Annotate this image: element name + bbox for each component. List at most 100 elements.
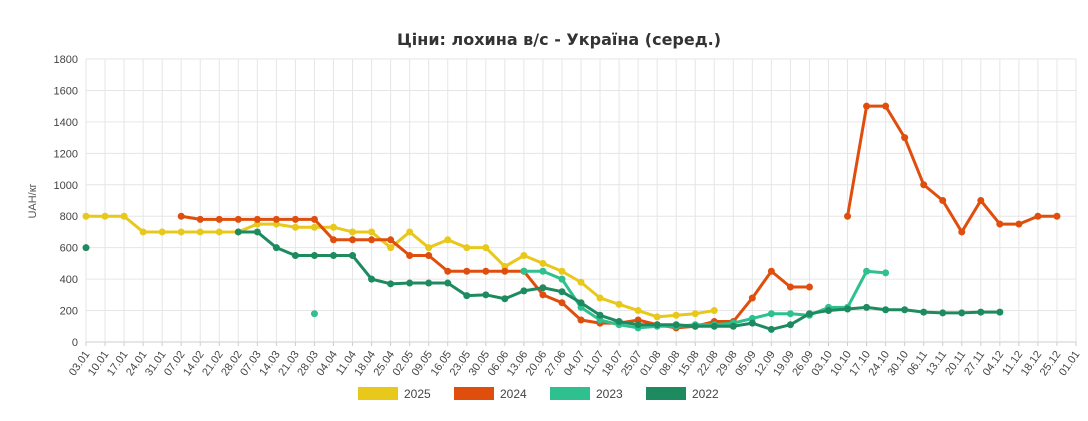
data-point-2022[interactable] [691,322,699,330]
data-point-2024[interactable] [539,291,547,299]
data-point-2023[interactable] [786,310,794,318]
data-point-2025[interactable] [672,311,680,319]
data-point-2023[interactable] [310,310,318,318]
data-point-2025[interactable] [596,294,604,302]
data-point-2025[interactable] [158,228,166,236]
data-point-2022[interactable] [539,284,547,292]
data-point-2024[interactable] [1053,212,1061,220]
data-point-2024[interactable] [748,294,756,302]
legend-item-2023[interactable]: 2023 [550,387,623,401]
legend-item-2025[interactable]: 2025 [358,387,431,401]
data-point-2022[interactable] [767,325,775,333]
data-point-2025[interactable] [653,313,661,321]
data-point-2022[interactable] [634,321,642,329]
data-point-2024[interactable] [977,197,985,204]
data-point-2022[interactable] [482,291,490,299]
data-point-2025[interactable] [82,212,90,220]
data-point-2022[interactable] [444,279,452,287]
data-point-2025[interactable] [444,236,452,244]
data-point-2024[interactable] [330,236,337,244]
data-point-2025[interactable] [215,228,223,236]
data-point-2024[interactable] [901,134,909,142]
data-point-2024[interactable] [272,215,280,223]
data-point-2025[interactable] [310,223,318,231]
data-point-2024[interactable] [863,102,871,110]
data-point-2024[interactable] [1015,220,1023,228]
data-point-2022[interactable] [330,252,337,260]
data-point-2022[interactable] [996,308,1004,316]
data-point-2022[interactable] [901,306,909,314]
data-point-2024[interactable] [234,215,242,223]
data-point-2025[interactable] [710,307,718,315]
data-point-2025[interactable] [120,212,128,220]
data-point-2024[interactable] [786,283,794,291]
data-point-2022[interactable] [291,252,299,260]
data-point-2024[interactable] [215,215,223,223]
data-point-2022[interactable] [805,310,813,318]
data-point-2025[interactable] [330,223,337,231]
data-point-2023[interactable] [767,310,775,318]
data-point-2022[interactable] [729,322,737,330]
legend-item-2024[interactable]: 2024 [454,387,527,401]
data-point-2022[interactable] [577,299,585,307]
data-point-2024[interactable] [387,236,395,244]
data-point-2025[interactable] [615,300,623,308]
data-point-2025[interactable] [291,223,299,231]
data-point-2024[interactable] [501,267,509,275]
data-point-2022[interactable] [463,292,471,300]
data-point-2024[interactable] [958,228,966,236]
data-point-2025[interactable] [177,228,185,236]
data-point-2022[interactable] [786,321,794,329]
data-point-2025[interactable] [691,310,699,318]
data-point-2022[interactable] [501,295,509,303]
data-point-2024[interactable] [177,212,185,220]
legend-item-2022[interactable]: 2022 [646,387,719,401]
data-point-2025[interactable] [349,228,357,236]
data-point-2022[interactable] [368,275,376,283]
data-point-2022[interactable] [920,308,928,316]
data-point-2023[interactable] [520,267,528,275]
data-point-2024[interactable] [253,215,261,223]
data-point-2022[interactable] [406,279,414,287]
data-point-2025[interactable] [196,228,204,236]
data-point-2023[interactable] [882,269,890,277]
data-point-2022[interactable] [939,309,947,317]
data-point-2022[interactable] [882,306,890,314]
data-point-2022[interactable] [387,280,395,288]
data-point-2025[interactable] [101,212,109,220]
data-point-2024[interactable] [1034,212,1042,220]
data-point-2025[interactable] [634,307,642,315]
data-point-2022[interactable] [82,244,90,252]
data-point-2025[interactable] [463,244,471,252]
data-point-2025[interactable] [387,244,395,252]
legend[interactable]: 2025 2024 2023 2022 [358,387,719,401]
data-point-2025[interactable] [558,267,566,275]
data-point-2025[interactable] [139,228,147,236]
data-point-2023[interactable] [558,275,566,283]
data-point-2022[interactable] [520,287,528,295]
data-point-2025[interactable] [539,259,547,267]
data-point-2025[interactable] [406,228,414,236]
data-point-2024[interactable] [482,267,490,275]
data-point-2022[interactable] [672,321,680,329]
data-point-2022[interactable] [596,311,604,319]
data-point-2024[interactable] [406,252,414,260]
data-point-2022[interactable] [234,228,242,236]
data-point-2024[interactable] [196,215,204,223]
data-point-2022[interactable] [615,318,623,326]
data-point-2023[interactable] [539,267,547,275]
data-point-2025[interactable] [425,244,433,252]
data-point-2022[interactable] [425,279,433,287]
data-point-2025[interactable] [577,278,585,286]
data-point-2025[interactable] [520,252,528,260]
data-point-2024[interactable] [996,220,1004,228]
data-point-2024[interactable] [349,236,357,244]
data-point-2024[interactable] [558,299,566,307]
data-point-2022[interactable] [844,305,852,313]
data-point-2022[interactable] [310,252,318,260]
data-point-2024[interactable] [882,102,890,110]
data-point-2022[interactable] [825,307,832,315]
data-point-2022[interactable] [653,321,661,329]
data-point-2022[interactable] [558,288,566,296]
data-point-2024[interactable] [291,215,299,223]
